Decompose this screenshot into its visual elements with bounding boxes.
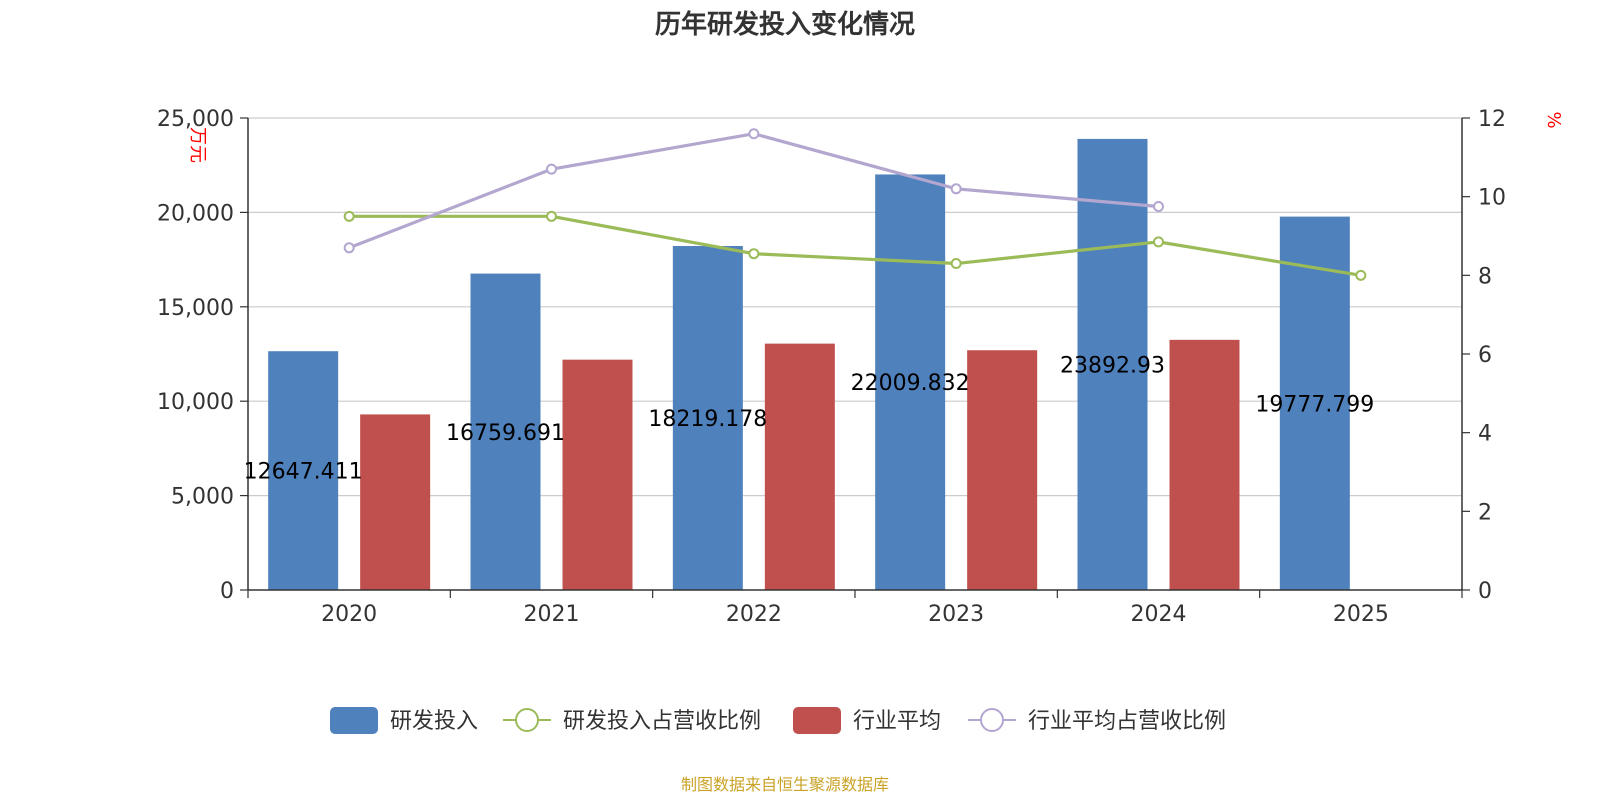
bar-data-label: 12647.411 bbox=[244, 460, 363, 485]
series-point bbox=[343, 242, 355, 254]
x-tick-label: 2020 bbox=[321, 602, 377, 627]
series-point bbox=[748, 248, 760, 260]
legend-label: 行业平均 bbox=[853, 709, 941, 734]
y-left-tick-label: 0 bbox=[220, 579, 234, 604]
legend-marker bbox=[980, 708, 1004, 732]
chart-title: 历年研发投入变化情况 bbox=[655, 9, 915, 40]
series-point bbox=[748, 128, 760, 140]
bar-industry-average bbox=[764, 343, 835, 590]
series-line bbox=[349, 214, 1362, 277]
bar-rd-investment bbox=[268, 351, 339, 590]
series-point bbox=[1355, 269, 1367, 281]
series-point bbox=[343, 210, 355, 222]
legend-item[interactable]: 研发投入 bbox=[330, 707, 478, 734]
y-right-tick-label: 0 bbox=[1478, 579, 1492, 604]
y-right-tick-label: 10 bbox=[1478, 186, 1506, 211]
legend-swatch bbox=[330, 707, 378, 734]
bar-rd-investment bbox=[672, 246, 743, 591]
legend-label: 研发投入 bbox=[390, 709, 478, 734]
bar-data-label: 23892.93 bbox=[1060, 353, 1165, 378]
legend-label: 行业平均占营收比例 bbox=[1028, 709, 1226, 734]
x-tick-label: 2023 bbox=[928, 602, 984, 627]
legend-item[interactable]: 行业平均占营收比例 bbox=[968, 708, 1226, 734]
series-point bbox=[546, 163, 557, 175]
series-point bbox=[950, 183, 962, 195]
bar-industry-average bbox=[562, 359, 633, 590]
bar-industry-average bbox=[360, 414, 431, 590]
bar-rd-investment bbox=[1077, 138, 1148, 590]
bar-rd-investment bbox=[875, 174, 946, 590]
right-axis-unit: % bbox=[1543, 111, 1564, 128]
y-right-tick-label: 12 bbox=[1478, 107, 1506, 132]
bar-rd-investment bbox=[470, 273, 541, 590]
legend-marker bbox=[515, 708, 539, 732]
left-axis-unit: 万元 bbox=[187, 127, 208, 163]
y-left-tick-label: 20,000 bbox=[157, 201, 234, 226]
y-right-tick-label: 4 bbox=[1478, 422, 1492, 447]
bar-rd-investment bbox=[1279, 216, 1350, 590]
y-right-tick-label: 8 bbox=[1478, 264, 1492, 289]
legend-label: 研发投入占营收比例 bbox=[563, 709, 761, 734]
y-right-tick-label: 2 bbox=[1478, 500, 1492, 525]
y-left-tick-label: 10,000 bbox=[157, 390, 234, 415]
bar-data-label: 19777.799 bbox=[1255, 392, 1374, 417]
bar-industry-average bbox=[1169, 339, 1240, 590]
legend: 研发投入 研发投入占营收比例 行业平均 行业平均占营收比例 bbox=[330, 707, 1226, 734]
legend-item[interactable]: 研发投入占营收比例 bbox=[503, 708, 761, 734]
axes: 0 5,000 10,000 15,000 20,000 25,000 0 2 4 6 8 10 12 2… bbox=[157, 107, 1506, 627]
series-point bbox=[950, 258, 962, 270]
series-point bbox=[546, 210, 557, 222]
bar-data-label: 18219.178 bbox=[648, 407, 767, 432]
bar-data-label: 16759.691 bbox=[446, 421, 565, 446]
y-left-tick-label: 5,000 bbox=[171, 485, 234, 510]
x-tick-label: 2021 bbox=[524, 602, 580, 627]
legend-item[interactable]: 行业平均 bbox=[793, 707, 941, 734]
series-line bbox=[348, 132, 1159, 250]
series-point bbox=[1153, 236, 1164, 248]
grid-lines bbox=[248, 117, 1462, 497]
x-tick-label: 2025 bbox=[1333, 602, 1389, 627]
x-tick-label: 2024 bbox=[1131, 602, 1187, 627]
bar-data-label: 22009.832 bbox=[851, 371, 970, 396]
y-left-tick-label: 15,000 bbox=[157, 296, 234, 321]
legend-swatch bbox=[793, 707, 841, 734]
source-note: 制图数据来自恒生聚源数据库 bbox=[681, 775, 889, 794]
x-tick-label: 2022 bbox=[726, 602, 782, 627]
y-left-tick-label: 25,000 bbox=[157, 107, 234, 132]
line-layer bbox=[343, 128, 1367, 281]
bar-industry-average bbox=[967, 350, 1038, 590]
data-labels: 12647.411 16759.691 18219.178 22009.832 2389… bbox=[244, 353, 1375, 484]
bar-layer bbox=[268, 138, 1350, 591]
series-point bbox=[1153, 201, 1164, 212]
y-right-tick-label: 6 bbox=[1478, 343, 1492, 368]
